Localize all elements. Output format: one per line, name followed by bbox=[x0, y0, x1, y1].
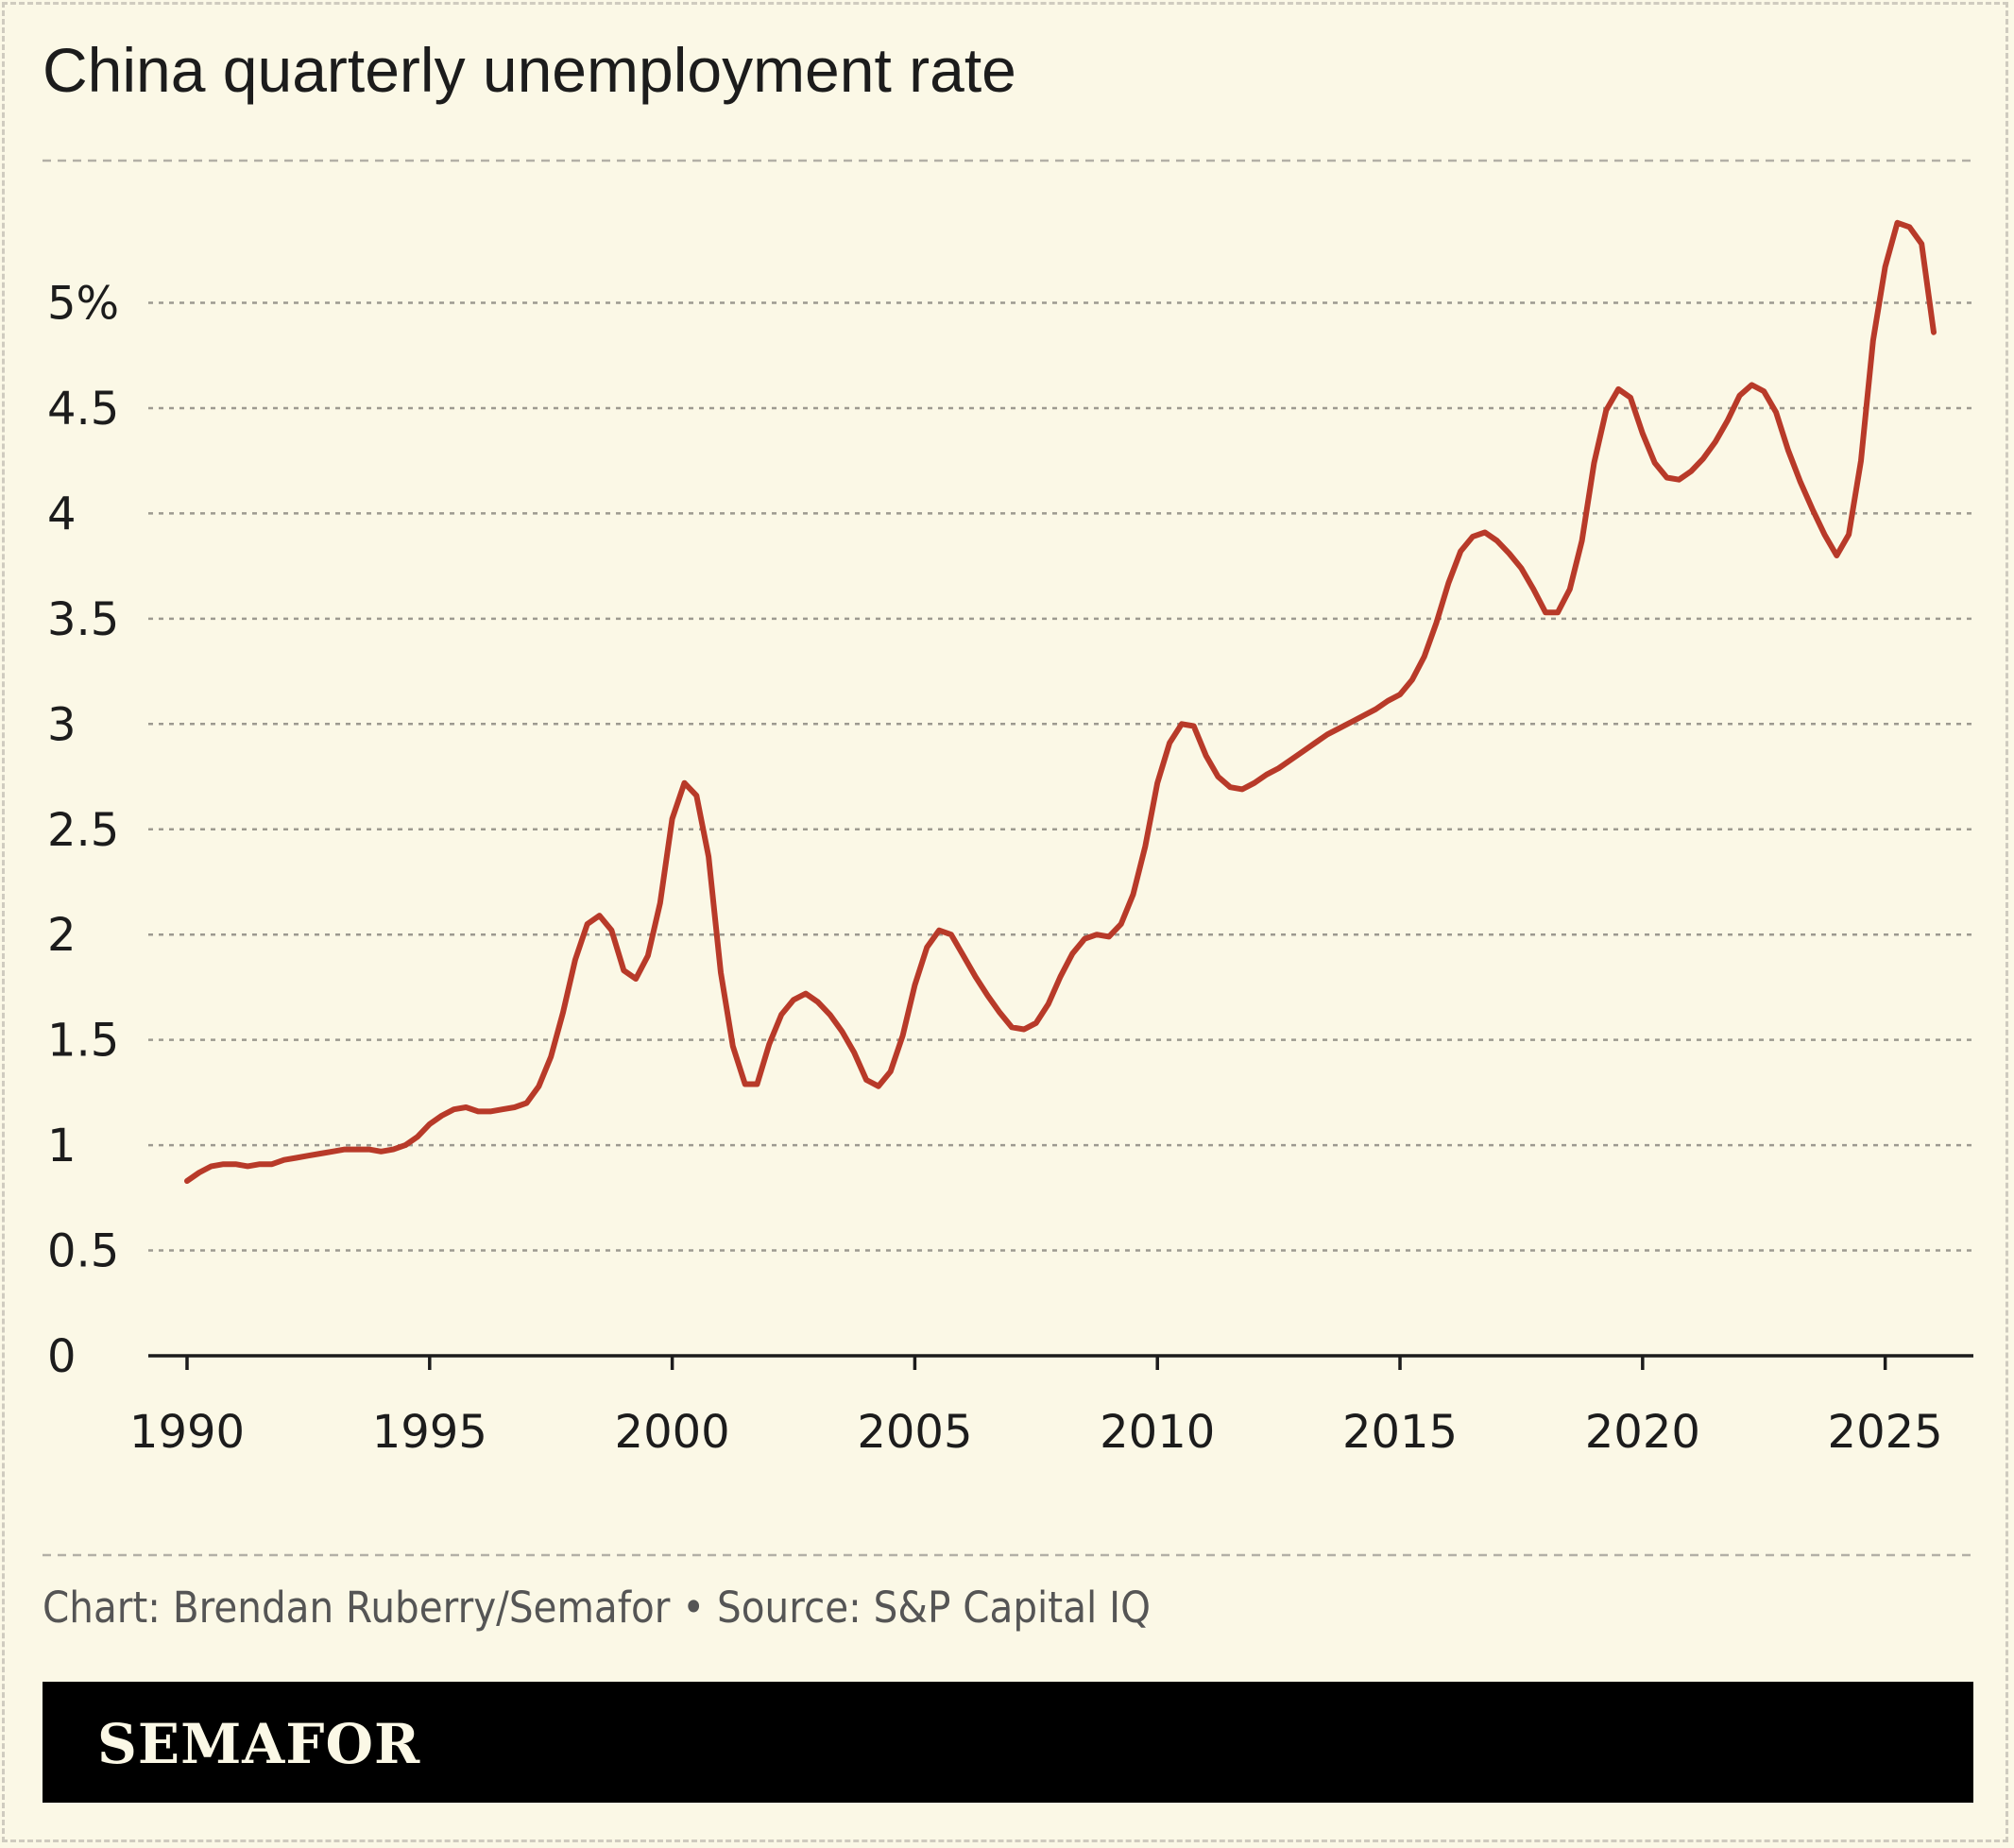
y-tick-label: 2.5 bbox=[47, 804, 119, 857]
y-tick-label: 0.5 bbox=[47, 1225, 119, 1278]
brand-logo: SEMAFOR bbox=[97, 1712, 421, 1776]
y-tick-label: 4 bbox=[47, 488, 77, 540]
y-tick-label: 3.5 bbox=[47, 593, 119, 646]
gridlines bbox=[148, 301, 1973, 1252]
x-axis-ticks: 1990 1995 2000 2005 2010 2015 2020 2025 bbox=[129, 1356, 1943, 1459]
y-tick-label: 1.5 bbox=[47, 1015, 119, 1068]
y-tick-label: 2 bbox=[47, 909, 77, 962]
x-tick-label: 1995 bbox=[372, 1406, 487, 1459]
chart-title: China quarterly unemployment rate bbox=[43, 35, 1016, 105]
y-tick-label: 5% bbox=[47, 278, 119, 331]
x-tick-label: 2005 bbox=[857, 1406, 972, 1459]
y-tick-label: 4.5 bbox=[47, 383, 119, 436]
y-axis-ticks: 0 0.5 1 1.5 2 2.5 3 3.5 4 4.5 5% bbox=[47, 278, 119, 1384]
unemployment-rate-line bbox=[184, 219, 1937, 1184]
y-tick-label: 3 bbox=[47, 698, 77, 751]
series-layer bbox=[184, 219, 1937, 1184]
x-tick-label: 2000 bbox=[615, 1406, 730, 1459]
x-tick-label: 2025 bbox=[1828, 1406, 1943, 1459]
source-credit: Chart: Brendan Ruberry/Semafor • Source:… bbox=[43, 1583, 1151, 1633]
footer-bar: SEMAFOR bbox=[43, 1682, 1973, 1803]
y-tick-label: 1 bbox=[47, 1120, 77, 1172]
x-tick-label: 2020 bbox=[1585, 1406, 1700, 1459]
y-tick-label: 0 bbox=[47, 1330, 77, 1383]
x-tick-label: 2015 bbox=[1342, 1406, 1458, 1459]
x-tick-label: 2010 bbox=[1100, 1406, 1215, 1459]
x-tick-label: 1990 bbox=[129, 1406, 245, 1459]
